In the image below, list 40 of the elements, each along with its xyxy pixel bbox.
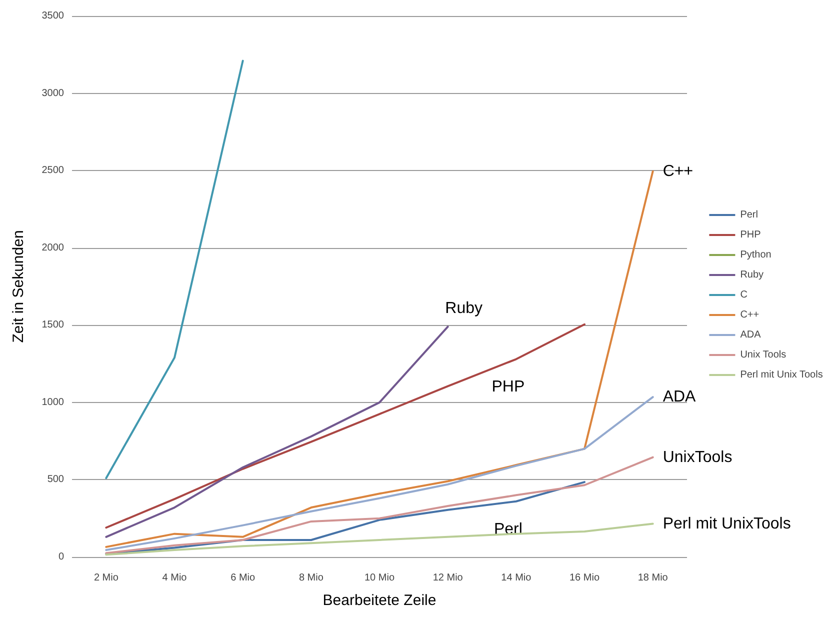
x-tick-label: 4 Mio — [162, 572, 188, 584]
legend-label: C++ — [740, 310, 760, 320]
x-tick-label: 6 Mio — [230, 572, 256, 584]
y-tick-label: 500 — [47, 474, 64, 486]
y-tick-label: 2000 — [42, 242, 64, 254]
annotation: C++ — [662, 162, 694, 180]
x-tick-label: 12 Mio — [432, 572, 464, 584]
line-series — [105, 170, 654, 548]
legend-label: Ruby — [740, 270, 764, 280]
x-tick-label: 16 Mio — [569, 572, 600, 584]
legend-label: ADA — [740, 330, 762, 340]
y-tick-label: 0 — [58, 552, 64, 562]
legend-label: C — [740, 290, 748, 300]
x-axis-title: Bearbeitete Zeile — [322, 592, 436, 609]
y-tick-label: 1000 — [42, 396, 64, 408]
line-series — [105, 481, 586, 555]
y-tick-label: 3000 — [42, 88, 64, 99]
line-series — [105, 456, 654, 554]
x-tick-label: 18 Mio — [638, 572, 668, 584]
x-tick-label: 10 Mio — [364, 572, 395, 584]
y-axis-title: Zeit in Sekunden — [10, 230, 27, 343]
line-series — [105, 326, 449, 538]
annotation: ADA — [662, 388, 696, 406]
annotation: UnixTools — [662, 448, 732, 466]
legend-label: PHP — [740, 230, 762, 240]
y-tick-label: 2500 — [42, 165, 64, 176]
y-tick-label: 1500 — [42, 320, 64, 331]
y-tick-label: 3500 — [42, 10, 64, 22]
legend-label: Perl mit Unix Tools — [740, 370, 823, 380]
legend-label: Python — [740, 250, 772, 260]
x-tick-label: 8 Mio — [298, 572, 324, 584]
x-tick-label: 2 Mio — [94, 572, 119, 584]
legend-label: Perl — [740, 210, 758, 220]
line-series — [105, 522, 654, 556]
annotation: Ruby — [445, 300, 483, 318]
legend-label: Unix Tools — [740, 350, 786, 360]
line-series — [105, 396, 654, 552]
x-tick-label: 14 Mio — [501, 572, 532, 584]
annotation: Perl mit UnixTools — [662, 515, 791, 532]
annotation: PHP — [492, 378, 525, 396]
